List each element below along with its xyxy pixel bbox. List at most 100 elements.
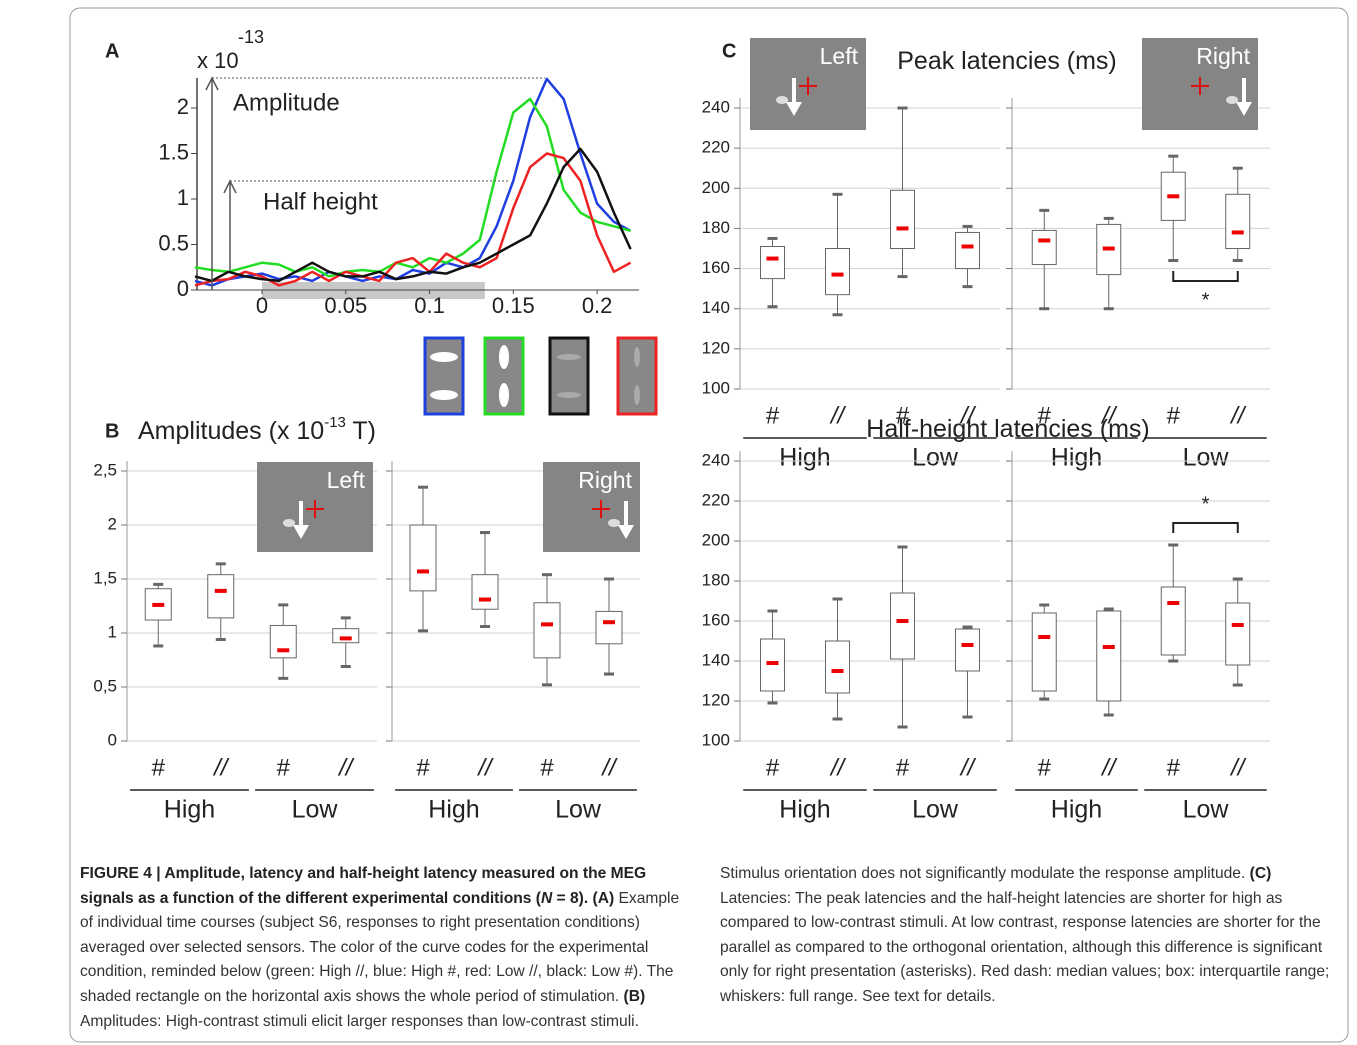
title-part: -13 bbox=[324, 414, 346, 431]
annotation: Amplitude bbox=[233, 89, 340, 116]
y-tick-label: 140 bbox=[702, 650, 730, 669]
y-tick-label: 240 bbox=[702, 97, 730, 116]
inset-label: Right bbox=[1196, 43, 1250, 69]
category-label: // bbox=[1100, 754, 1118, 781]
box bbox=[269, 624, 297, 659]
group-label: Low bbox=[912, 796, 959, 824]
box bbox=[890, 189, 915, 250]
box bbox=[1096, 610, 1122, 702]
group-label: Low bbox=[292, 796, 339, 824]
signal-line bbox=[194, 97, 631, 278]
x-tick-label: 0.05 bbox=[324, 293, 367, 318]
group-label: High bbox=[779, 444, 830, 472]
panel-label: B bbox=[105, 420, 119, 442]
x-tick-label: 0 bbox=[256, 293, 268, 318]
arrow-head bbox=[223, 179, 237, 194]
title-part: T) bbox=[346, 417, 376, 445]
group-label: Low bbox=[555, 796, 602, 824]
x-tick-label: 0.2 bbox=[582, 293, 613, 318]
box bbox=[1225, 602, 1251, 666]
stimulus bbox=[283, 519, 295, 527]
arrow-head bbox=[293, 525, 309, 539]
category-label: // bbox=[337, 754, 355, 781]
panel: Right # // # // High Low bbox=[386, 461, 640, 824]
title-part: Half-height latencies (ms) bbox=[866, 415, 1149, 443]
group-label: Low bbox=[1183, 796, 1230, 824]
box bbox=[890, 592, 915, 660]
category-label: // bbox=[476, 754, 494, 781]
signal-line bbox=[194, 152, 632, 287]
signal-line bbox=[194, 77, 632, 287]
box bbox=[760, 245, 785, 280]
y-tick-label: 0 bbox=[177, 276, 189, 301]
y-tick-label: 1 bbox=[108, 622, 117, 641]
category-label: // bbox=[600, 754, 618, 781]
y-tick-label: 2,5 bbox=[93, 460, 117, 479]
y-tick-label: 220 bbox=[702, 490, 730, 509]
y-tick-label: 1,5 bbox=[93, 568, 117, 587]
caption: FIGURE 4 | Amplitude, latency and half-h… bbox=[80, 862, 1330, 1034]
significance-bracket bbox=[1172, 522, 1239, 533]
category-label: # bbox=[416, 754, 430, 781]
y-tick-label: 2 bbox=[108, 514, 117, 533]
box bbox=[955, 628, 980, 672]
category-label: # bbox=[1038, 402, 1052, 429]
category-label: // bbox=[959, 754, 977, 781]
caption-text: (B) bbox=[623, 987, 646, 1005]
category-label: # bbox=[766, 754, 780, 781]
panel-title: Peak latencies (ms) bbox=[897, 47, 1117, 75]
y-multiplier: x 10 bbox=[197, 48, 239, 73]
x-tick-label: 0.1 bbox=[414, 293, 445, 318]
caption-text: Amplitudes: High-contrast stimuli elicit… bbox=[80, 865, 1250, 1030]
panel-label: A bbox=[105, 40, 119, 62]
category-label: # bbox=[152, 754, 166, 781]
box bbox=[825, 248, 850, 296]
significance-label: * bbox=[1202, 289, 1210, 311]
category-label: # bbox=[1167, 754, 1181, 781]
stimulus bbox=[608, 519, 620, 527]
stimulus bbox=[1226, 96, 1238, 104]
caption-text: FIGURE 4 | Amplitude, latency and half-h… bbox=[80, 865, 647, 907]
y-tick-label: 1 bbox=[177, 185, 189, 210]
caption-text: Latencies: The peak latencies and the ha… bbox=[720, 889, 1330, 1005]
y-tick-label: 240 bbox=[702, 450, 730, 469]
panel-title: Half-height latencies (ms) bbox=[866, 415, 1149, 443]
title-part: Peak latencies (ms) bbox=[897, 47, 1117, 75]
group-label: High bbox=[428, 796, 479, 824]
y-tick-label: 100 bbox=[702, 378, 730, 397]
y-tick-label: 180 bbox=[702, 570, 730, 589]
category-label: // bbox=[1229, 754, 1247, 781]
group-label: High bbox=[779, 796, 830, 824]
panel: Half-height latencies (ms) 100 120 140 160 18… bbox=[702, 415, 1150, 824]
category-label: // bbox=[829, 754, 847, 781]
group-label: High bbox=[1051, 796, 1102, 824]
inset-label: Left bbox=[327, 467, 366, 493]
panel-title: Amplitudes (x 10-13 T) bbox=[138, 414, 376, 445]
category-label: // bbox=[212, 754, 230, 781]
box bbox=[409, 524, 437, 592]
category-label: // bbox=[1229, 402, 1247, 429]
panel: C Peak latencies (ms) 100 120 140 160 180 200 22… bbox=[702, 38, 1117, 472]
arrow-head bbox=[205, 76, 219, 91]
box bbox=[207, 574, 235, 619]
box bbox=[595, 610, 623, 645]
box bbox=[1031, 612, 1057, 692]
stimulus-swatches bbox=[423, 336, 658, 416]
category-label: # bbox=[766, 402, 780, 429]
category-label: # bbox=[277, 754, 291, 781]
signal-line bbox=[194, 147, 632, 283]
box bbox=[1160, 586, 1186, 656]
category-label: // bbox=[1100, 402, 1118, 429]
stimulus bbox=[776, 96, 788, 104]
inset-label: Left bbox=[820, 43, 859, 69]
y-tick-label: 0,5 bbox=[93, 676, 117, 695]
y-tick-label: 200 bbox=[702, 530, 730, 549]
category-label: # bbox=[1038, 754, 1052, 781]
y-tick-label: 140 bbox=[702, 298, 730, 317]
y-tick-label: 180 bbox=[702, 218, 730, 237]
y-tick-label: 1.5 bbox=[158, 139, 189, 164]
arrow-head bbox=[786, 102, 802, 116]
